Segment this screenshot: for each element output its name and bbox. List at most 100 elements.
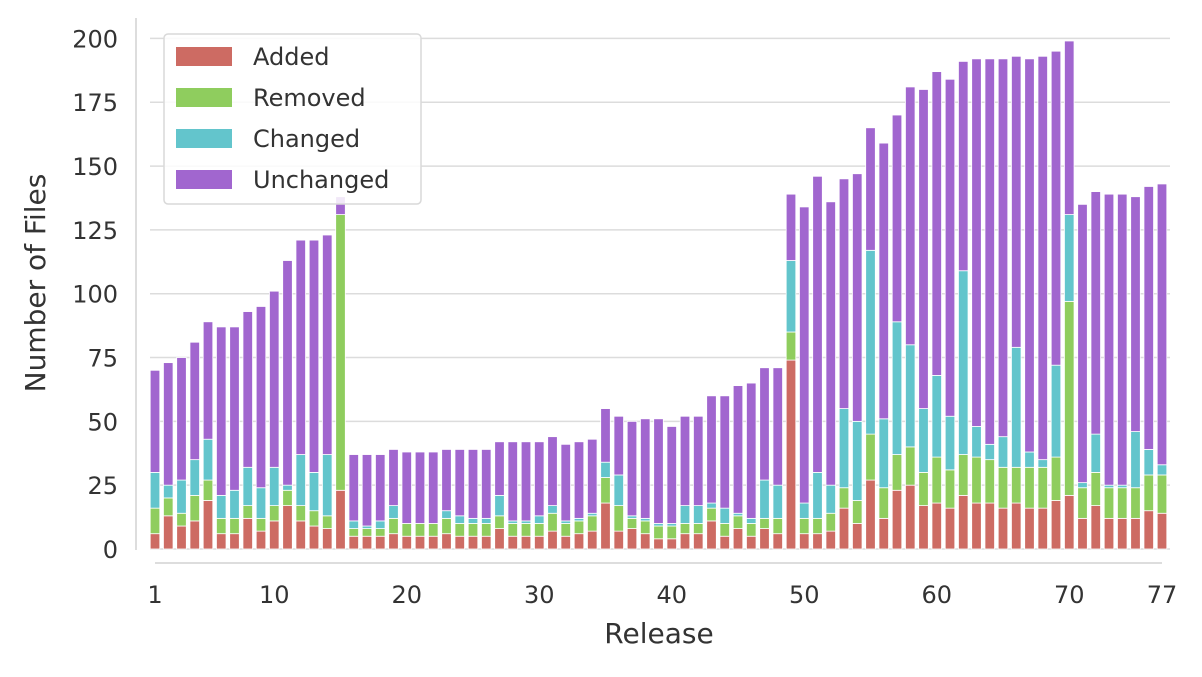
- bar-unchanged-42: [693, 415, 704, 507]
- bar-removed-56: [878, 487, 889, 519]
- bar-changed-43: [706, 502, 717, 509]
- bar-unchanged-72: [1090, 191, 1101, 435]
- bar-changed-23: [441, 510, 452, 519]
- bar-added-14: [322, 528, 333, 550]
- y-tick-label: 150: [72, 153, 118, 181]
- bar-unchanged-18: [375, 454, 386, 522]
- bar-changed-49: [785, 260, 797, 333]
- bar-changed-54: [852, 420, 863, 501]
- bar-removed-33: [573, 520, 585, 535]
- bar-added-5: [202, 500, 214, 550]
- bar-added-42: [693, 533, 704, 550]
- bar-unchanged-62: [958, 60, 969, 272]
- bar-changed-44: [719, 507, 730, 524]
- bar-changed-19: [388, 505, 399, 519]
- legend-label-unchanged: Unchanged: [253, 166, 389, 194]
- bar-removed-38: [640, 520, 651, 535]
- bar-removed-12: [295, 505, 306, 522]
- bar-changed-18: [375, 520, 386, 529]
- bar-removed-63: [971, 456, 982, 504]
- bar-added-10: [269, 520, 280, 550]
- x-tick-label: 77: [1147, 581, 1178, 609]
- bar-added-58: [905, 484, 916, 550]
- bar-removed-43: [706, 507, 717, 522]
- bar-changed-75: [1130, 431, 1141, 489]
- bar-added-55: [865, 479, 876, 550]
- bar-removed-71: [1077, 487, 1088, 519]
- bar-changed-64: [984, 443, 995, 461]
- bar-removed-17: [361, 528, 373, 537]
- bar-unchanged-4: [189, 341, 200, 461]
- bar-added-20: [401, 535, 412, 550]
- bar-unchanged-38: [640, 418, 651, 519]
- bar-removed-8: [242, 505, 253, 519]
- bar-removed-2: [163, 497, 174, 517]
- bar-removed-65: [997, 466, 1009, 509]
- bar-unchanged-61: [944, 78, 956, 417]
- bar-changed-42: [693, 505, 704, 524]
- bar-unchanged-17: [361, 454, 373, 527]
- bar-changed-25: [467, 517, 479, 524]
- x-tick-label: 40: [656, 581, 687, 609]
- x-tick-label: 50: [789, 581, 820, 609]
- bar-unchanged-50: [799, 206, 810, 504]
- bar-unchanged-21: [414, 451, 426, 524]
- x-tick-label: 10: [259, 581, 290, 609]
- bar-added-36: [613, 530, 624, 550]
- bar-added-74: [1117, 517, 1128, 550]
- bar-removed-57: [891, 454, 903, 491]
- bar-added-4: [189, 520, 200, 550]
- bar-unchanged-68: [1037, 55, 1048, 461]
- bar-removed-48: [772, 517, 783, 535]
- bar-unchanged-5: [202, 321, 214, 440]
- bar-changed-70: [1064, 214, 1075, 302]
- bar-changed-4: [189, 459, 200, 496]
- bar-unchanged-36: [613, 415, 624, 476]
- bar-added-52: [825, 530, 836, 550]
- bar-changed-30: [534, 515, 545, 524]
- bar-unchanged-23: [441, 449, 452, 512]
- bar-unchanged-2: [163, 362, 174, 486]
- bar-removed-44: [719, 523, 730, 537]
- bar-unchanged-60: [931, 71, 942, 376]
- bar-added-15: [335, 489, 346, 550]
- bar-unchanged-32: [560, 443, 571, 522]
- legend-label-changed: Changed: [253, 125, 360, 153]
- bar-removed-34: [587, 515, 598, 532]
- bar-unchanged-10: [269, 290, 280, 468]
- bar-removed-41: [679, 523, 691, 535]
- bar-removed-36: [613, 505, 624, 532]
- bar-added-62: [958, 494, 969, 550]
- bar-unchanged-20: [401, 451, 412, 524]
- bar-added-66: [1011, 502, 1022, 550]
- bar-removed-37: [626, 517, 638, 529]
- bar-unchanged-66: [1011, 55, 1022, 348]
- bar-changed-11: [282, 484, 293, 491]
- bar-removed-49: [785, 331, 797, 361]
- bar-changed-13: [308, 472, 320, 512]
- bar-changed-62: [958, 270, 969, 455]
- bar-unchanged-51: [812, 175, 823, 473]
- y-tick-label: 50: [87, 408, 118, 436]
- bar-removed-31: [547, 512, 558, 532]
- bar-changed-8: [242, 466, 253, 507]
- bar-added-24: [454, 535, 465, 550]
- bar-added-48: [772, 533, 783, 550]
- bar-added-50: [799, 533, 810, 550]
- bar-removed-47: [759, 517, 770, 529]
- bar-removed-32: [560, 523, 571, 537]
- bar-added-11: [282, 505, 293, 550]
- bar-changed-68: [1037, 459, 1048, 468]
- bar-added-43: [706, 520, 717, 550]
- bar-removed-25: [467, 523, 479, 537]
- bar-changed-5: [202, 438, 214, 481]
- bar-added-64: [984, 502, 995, 550]
- bar-unchanged-59: [918, 89, 929, 409]
- bar-added-3: [176, 525, 187, 550]
- bar-removed-18: [375, 528, 386, 537]
- bar-removed-77: [1156, 474, 1168, 514]
- bar-changed-3: [176, 479, 187, 514]
- bar-changed-35: [600, 461, 611, 478]
- bar-unchanged-3: [176, 357, 187, 481]
